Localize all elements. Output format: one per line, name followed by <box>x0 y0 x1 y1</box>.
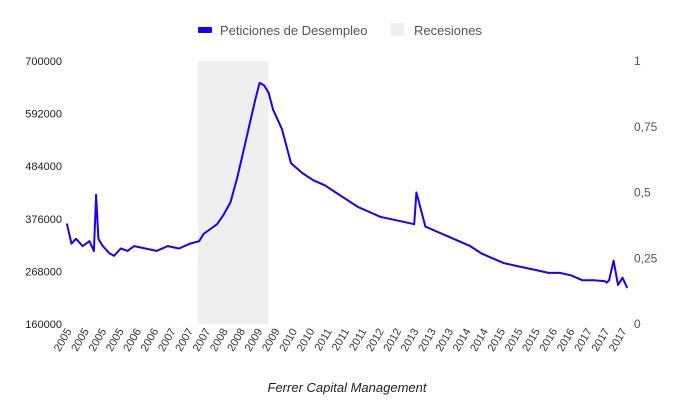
series-point <box>612 259 615 262</box>
right-axis-ticks: 1 0,75 0,5 0,25 0 <box>634 54 658 331</box>
series-point <box>491 257 494 260</box>
series-point <box>267 91 270 94</box>
series-point <box>547 271 550 274</box>
series-point <box>621 276 624 279</box>
series-point <box>249 118 252 121</box>
series-point <box>402 220 404 223</box>
series-point <box>92 250 95 252</box>
series-point <box>133 245 136 247</box>
series-point <box>144 247 147 250</box>
series-point <box>254 99 257 101</box>
series-point <box>155 250 158 252</box>
series-point <box>334 191 337 194</box>
series-point <box>617 284 619 286</box>
series-point <box>108 252 111 255</box>
series-point <box>390 218 393 221</box>
series-line-0 <box>66 81 628 288</box>
series-point <box>570 274 572 277</box>
x-tick-label: 2010 <box>295 326 318 353</box>
series-point <box>222 213 225 216</box>
series-point <box>236 176 239 179</box>
series-point <box>97 237 100 240</box>
series-point <box>413 223 416 226</box>
y-tick-label: 592000 <box>25 109 62 121</box>
x-axis-ticks: 2005200520052005200620062007200720072008… <box>52 326 630 353</box>
series-point <box>592 279 595 282</box>
series-point <box>229 201 232 204</box>
series-point <box>415 191 418 194</box>
series-point <box>424 225 427 228</box>
left-axis-ticks: 700000 592000 484000 376000 268000 160000 <box>25 56 62 331</box>
series-point <box>312 179 315 182</box>
series-point <box>514 264 516 267</box>
series-point <box>605 281 608 284</box>
series-point <box>101 245 104 247</box>
series-point <box>66 223 68 226</box>
y-tick-label: 160000 <box>25 319 62 331</box>
series-point <box>323 184 326 187</box>
series-point <box>198 240 201 243</box>
series-point <box>379 215 382 218</box>
series-point <box>178 247 180 250</box>
series-point <box>446 235 449 238</box>
series-point <box>272 108 274 111</box>
series-point <box>216 223 218 226</box>
series-point <box>202 232 205 235</box>
series-point <box>480 252 483 255</box>
series-point <box>243 147 245 150</box>
legend-recession-swatch <box>391 23 404 36</box>
x-tick-label: 2011 <box>330 327 352 353</box>
series-point <box>263 84 266 87</box>
series-line-group <box>66 81 628 289</box>
series-point <box>166 245 169 247</box>
series-point <box>458 240 460 243</box>
x-tick-label: 2011 <box>313 327 335 353</box>
y-tick-label: 484000 <box>25 161 62 173</box>
y2-tick-label: 0 <box>634 317 641 331</box>
series-point <box>502 262 505 265</box>
series-point <box>581 279 584 282</box>
series-point <box>290 162 292 165</box>
y-tick-label: 268000 <box>25 266 62 278</box>
series-point <box>113 254 115 257</box>
series-point <box>346 198 348 201</box>
y-tick-label: 700000 <box>25 56 62 68</box>
series-point <box>357 206 360 209</box>
series-point <box>301 172 304 174</box>
series-point <box>525 267 528 269</box>
series-point <box>81 245 84 247</box>
series-point <box>258 82 261 84</box>
series-point <box>626 286 628 289</box>
legend[interactable]: Peticiones de Desempleo Recesiones <box>198 23 482 38</box>
y2-tick-label: 0,25 <box>634 251 658 265</box>
y2-tick-label: 0,5 <box>634 186 651 200</box>
series-point <box>435 230 438 233</box>
legend-series-label[interactable]: Peticiones de Desempleo <box>220 23 367 38</box>
chart-caption: Ferrer Capital Management <box>268 380 428 395</box>
series-point <box>95 194 98 196</box>
series-point <box>126 250 129 252</box>
y2-tick-label: 1 <box>634 54 641 68</box>
legend-recession-label[interactable]: Recesiones <box>414 23 482 38</box>
series-point <box>88 240 91 243</box>
y-tick-label: 376000 <box>25 214 62 226</box>
series-point <box>281 128 283 131</box>
series-point <box>209 228 212 230</box>
series-point <box>603 280 606 283</box>
series-point <box>469 245 472 247</box>
series-point <box>119 247 122 250</box>
legend-series-swatch <box>198 27 212 33</box>
series-point <box>368 211 371 213</box>
x-tick-label: 2017 <box>607 327 630 354</box>
series-point <box>536 269 539 272</box>
series-point <box>70 242 73 245</box>
series-point <box>608 279 610 282</box>
series-point <box>189 242 192 245</box>
y2-tick-label: 0,75 <box>634 120 658 134</box>
series-point <box>558 271 561 274</box>
series-point <box>75 237 77 240</box>
